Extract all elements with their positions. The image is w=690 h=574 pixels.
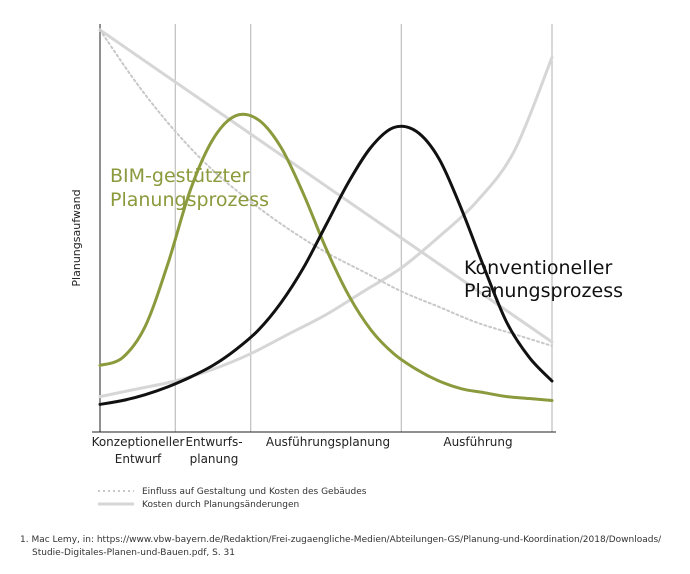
footnote-line1: 1. Mac Lemy, in: https://www.vbw-bayern.…	[20, 535, 662, 545]
footnote-line2: Studie-Digitales-Planen-und-Bauen.pdf, S…	[32, 548, 235, 558]
y-axis-label: Planungsaufwand	[70, 189, 83, 286]
legend-label-einfluss: Einfluss auf Gestaltung und Kosten des G…	[142, 487, 367, 497]
legend-label-kosten: Kosten durch Planungsänderungen	[142, 500, 299, 510]
legend: Einfluss auf Gestaltung und Kosten des G…	[98, 487, 367, 510]
series-bim-line	[98, 112, 554, 402]
series-kosten-line	[98, 55, 554, 399]
x-phase-labels: Konzeptioneller Entwurf Entwurfs- planun…	[92, 435, 513, 466]
bim-annotation-line1: BIM-gestützter	[110, 165, 250, 187]
series-kosten-diagonale-line	[98, 28, 554, 344]
phase-label-planung: planung	[190, 452, 239, 466]
footnote: 1. Mac Lemy, in: https://www.vbw-bayern.…	[20, 534, 680, 560]
series-einfluss-line	[99, 29, 553, 347]
phase-label-konzeptioneller: Konzeptioneller	[92, 435, 185, 449]
bim-annotation-line2: Planungsprozess	[110, 189, 269, 211]
phase-label-entwurf: Entwurf	[115, 452, 162, 466]
phase-label-entwurfs: Entwurfs-	[185, 435, 242, 449]
conventional-annotation-line2: Planungsprozess	[464, 280, 623, 302]
phase-gridlines	[174, 24, 553, 432]
series-group	[98, 28, 554, 406]
phase-label-ausfuehrung: Ausführung	[443, 435, 512, 449]
series-konventionell-line	[98, 124, 554, 406]
conventional-annotation-line1: Konventioneller	[464, 257, 612, 279]
phase-label-ausfuehrungsplanung: Ausführungsplanung	[266, 435, 390, 449]
